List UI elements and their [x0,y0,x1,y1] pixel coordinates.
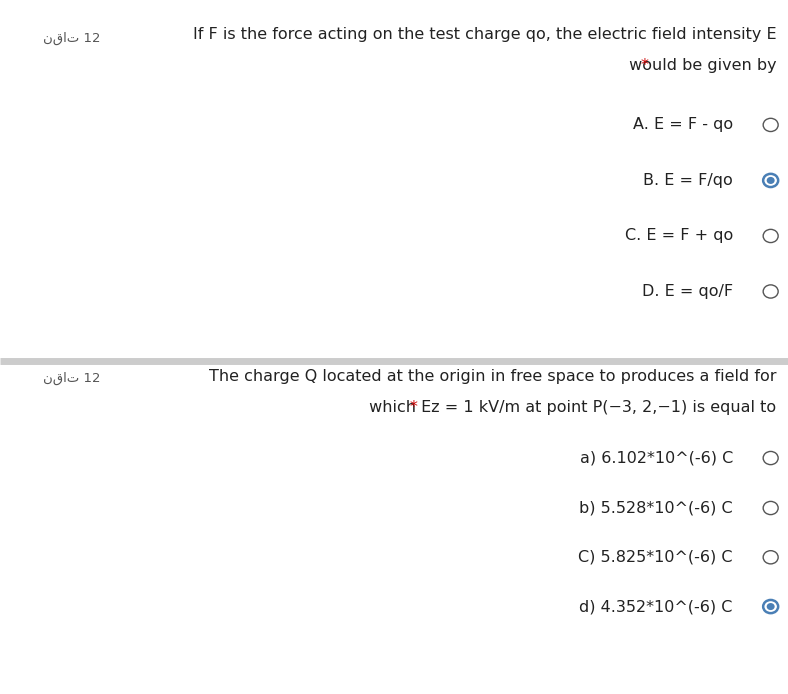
Text: The charge Q located at the origin in free space to produces a field for: The charge Q located at the origin in fr… [209,369,776,384]
Text: نقات 12: نقات 12 [43,31,101,45]
Text: a) 6.102*10^(-6) C: a) 6.102*10^(-6) C [580,450,733,466]
Text: *: * [410,400,418,415]
Text: which Ez = 1 kV/m at point P(−3, 2,−1) is equal to: which Ez = 1 kV/m at point P(−3, 2,−1) i… [364,400,776,415]
Circle shape [767,603,775,610]
Text: A. E = F - qo: A. E = F - qo [633,117,733,133]
Text: C. E = F + qo: C. E = F + qo [625,228,733,244]
Text: C) 5.825*10^(-6) C: C) 5.825*10^(-6) C [578,550,733,565]
Circle shape [767,177,775,184]
Text: B. E = F/qo: B. E = F/qo [643,173,733,188]
Text: would be given by: would be given by [623,58,776,74]
Text: d) 4.352*10^(-6) C: d) 4.352*10^(-6) C [579,599,733,614]
Text: *: * [641,58,649,74]
Text: b) 5.528*10^(-6) C: b) 5.528*10^(-6) C [579,500,733,516]
Text: If F is the force acting on the test charge qo, the electric field intensity E: If F is the force acting on the test cha… [192,27,776,42]
Text: نقات 12: نقات 12 [43,371,101,385]
Text: D. E = qo/F: D. E = qo/F [641,284,733,299]
